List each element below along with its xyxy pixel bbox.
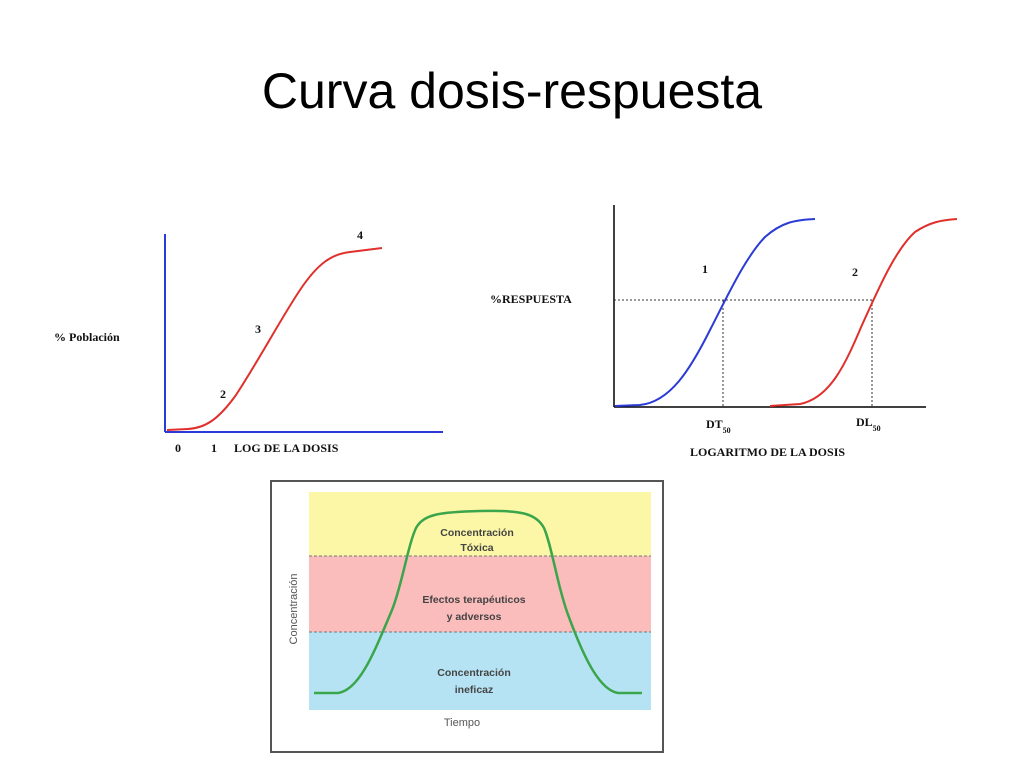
concentration-curve xyxy=(314,509,642,695)
chart2-curve-2 xyxy=(769,218,958,407)
toxic-zone-label-line1: Concentración xyxy=(440,527,514,539)
chart2-dt50-label: DT50 xyxy=(706,417,731,435)
chart1-xlabel: LOG DE LA DOSIS xyxy=(234,441,339,455)
chart2-ylabel: %RESPUESTA xyxy=(490,292,572,306)
slide-title: Curva dosis-respuesta xyxy=(261,63,763,119)
chart1-stage-2-label: 2 xyxy=(220,387,226,401)
chart2-dl50-label: DL50 xyxy=(856,415,881,433)
chart1-x-tick-0: 0 xyxy=(175,441,181,455)
chart2-dt50-sub: 50 xyxy=(723,426,731,435)
chart1-stage-3-label: 3 xyxy=(255,322,261,336)
chart2-curve-1-label: 1 xyxy=(702,262,708,276)
ineffective-zone-label-line1: Concentración xyxy=(437,667,511,679)
toxic-zone xyxy=(309,492,651,556)
chart2-dl50-main: DL xyxy=(856,415,873,429)
chart3-ylabel: Concentración xyxy=(288,574,300,645)
therapeutic-zone-label-line2: y adversos xyxy=(447,611,502,623)
toxic-zone-label-line2: Tóxica xyxy=(460,542,493,554)
therapeutic-zone xyxy=(309,556,651,632)
therapeutic-zone-label-line1: Efectos terapéuticos xyxy=(422,594,525,606)
chart2-dl50-sub: 50 xyxy=(873,424,881,433)
chart1-response-curve xyxy=(166,247,383,431)
chart1-x-tick-1: 1 xyxy=(211,441,217,455)
chart3-xlabel: Tiempo xyxy=(444,717,480,729)
chart2-dt50-main: DT xyxy=(706,417,723,431)
chart2-xlabel: LOGARITMO DE LA DOSIS xyxy=(690,445,845,459)
chart2-curve-2-label: 2 xyxy=(852,265,858,279)
chart1-ylabel: % Población xyxy=(54,330,120,344)
ineffective-zone-label-line2: ineficaz xyxy=(455,684,494,696)
chart2-curve-1 xyxy=(614,218,816,407)
chart1-stage-4-label: 4 xyxy=(357,228,363,242)
